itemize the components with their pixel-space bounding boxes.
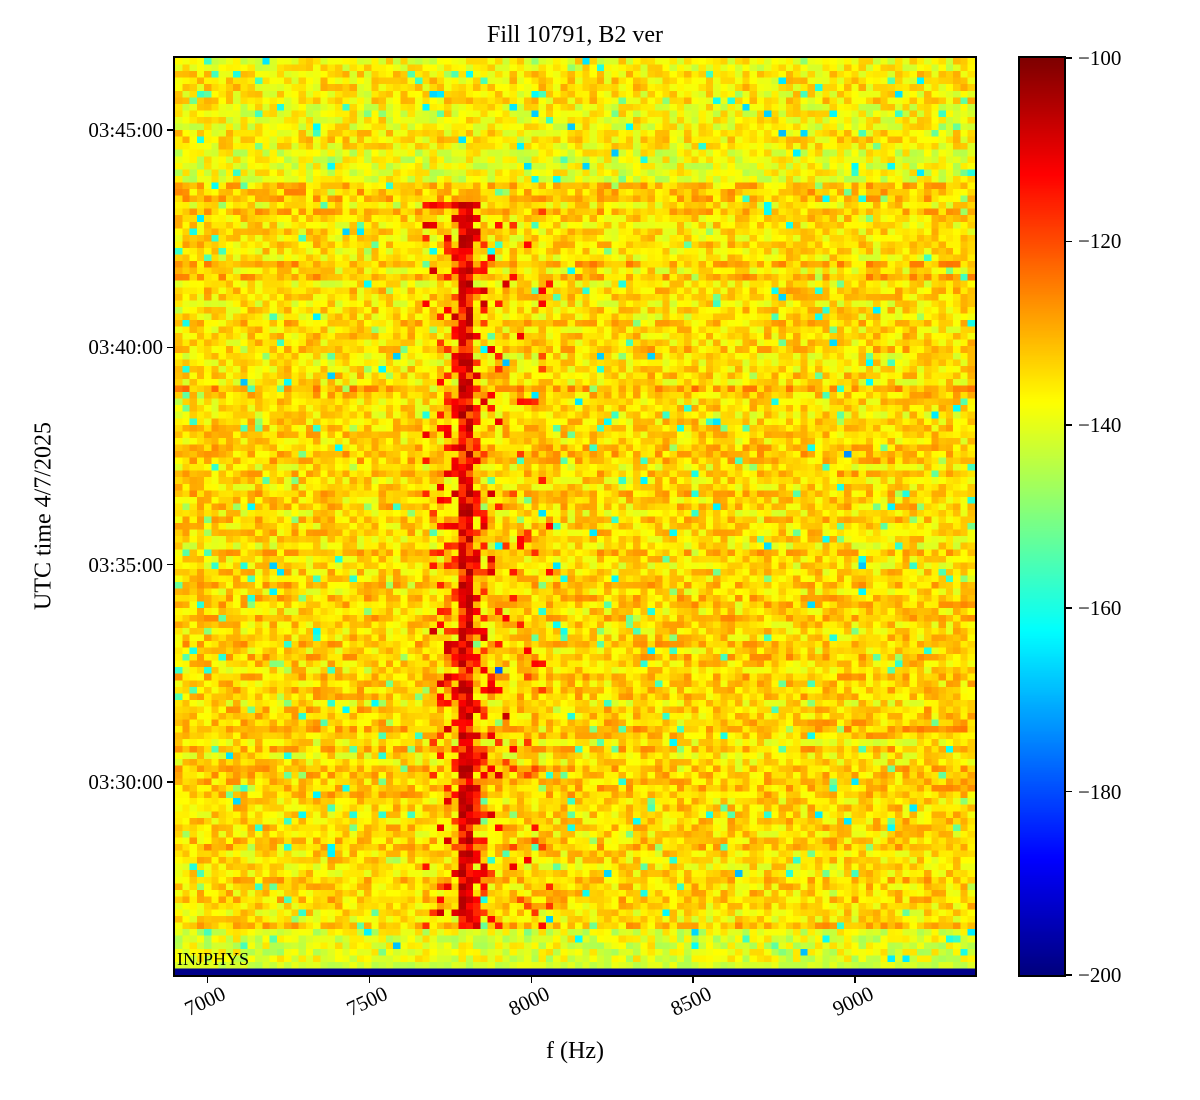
colorbar-tick-label: −140 <box>1078 412 1122 437</box>
colorbar-frame <box>1018 56 1066 977</box>
spectrogram-canvas <box>175 58 975 975</box>
colorbar-tick-label: −160 <box>1078 596 1122 621</box>
plot-frame: INJPHYS <box>173 56 977 977</box>
y-tick-label: 03:35:00 <box>88 552 163 577</box>
colorbar-tick-mark <box>1066 424 1072 426</box>
colorbar-tick-mark <box>1066 240 1072 243</box>
x-tick-label: 9000 <box>829 981 878 1021</box>
x-tick-label: 7500 <box>343 981 392 1021</box>
x-axis-label: f (Hz) <box>546 1038 604 1064</box>
x-tick-mark <box>854 977 856 983</box>
colorbar-tick-mark <box>1066 790 1072 793</box>
y-tick-label: 03:30:00 <box>88 769 163 794</box>
x-tick-mark <box>530 977 533 983</box>
colorbar-tick-mark <box>1066 974 1072 976</box>
y-tick-label: 03:40:00 <box>88 335 163 360</box>
x-tick-label: 7000 <box>181 981 230 1021</box>
y-tick-mark <box>167 563 173 566</box>
y-tick-mark <box>167 346 173 349</box>
colorbar-tick-mark <box>1066 607 1072 609</box>
y-tick-mark <box>167 781 173 783</box>
x-tick-label: 8500 <box>667 981 716 1021</box>
y-tick-mark <box>167 129 173 131</box>
colorbar-canvas <box>1020 58 1064 975</box>
colorbar-tick-mark <box>1066 57 1072 59</box>
colorbar-tick-label: −120 <box>1078 229 1122 254</box>
x-tick-mark <box>368 977 371 983</box>
x-tick-mark <box>206 977 209 983</box>
colorbar-tick-label: −200 <box>1078 963 1122 987</box>
y-axis-label: UTC time 4/7/2025 <box>30 422 57 610</box>
chart-title: Fill 10791, B2 ver <box>486 22 663 48</box>
x-tick-mark <box>692 977 694 983</box>
colorbar-tick-label: −180 <box>1078 779 1122 804</box>
y-tick-label: 03:45:00 <box>88 117 163 142</box>
colorbar-tick-label: −100 <box>1078 46 1122 70</box>
x-tick-label: 8000 <box>505 981 554 1021</box>
injphys-annotation: INJPHYS <box>177 949 250 969</box>
